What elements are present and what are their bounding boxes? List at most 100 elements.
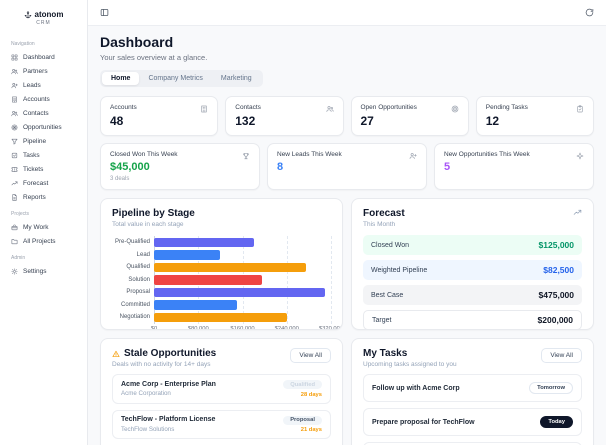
chart-bar-pre-qualified [154, 237, 254, 247]
building-icon [200, 105, 208, 113]
task-title: Prepare proposal for TechFlow [372, 418, 475, 426]
task-row-follow-up[interactable]: Follow up with Acme Corp Tomorrow [363, 374, 582, 402]
due-badge: Tomorrow [529, 382, 573, 394]
sidebar-item-label: Accounts [23, 95, 50, 103]
stat-card-new-leads-week: New Leads This Week 8 [267, 143, 427, 190]
tab-marketing[interactable]: Marketing [220, 75, 252, 82]
sidebar-item-partners[interactable]: Partners [0, 64, 87, 78]
stat-value: 8 [277, 161, 284, 173]
sidebar-section-admin: Admin [11, 255, 26, 261]
chart-axis-tick: $80,000 [187, 325, 209, 330]
my-tasks-panel: My Tasks Upcoming tasks assigned to you … [351, 338, 594, 445]
refresh-icon[interactable] [585, 8, 594, 17]
chart-plot [154, 236, 332, 324]
anchor-logo-icon [24, 11, 32, 19]
chart-subtitle: Total value in each stage [112, 221, 184, 228]
chart-axis-tick: $0 [150, 325, 158, 330]
sidebar-item-my-work[interactable]: My Work [0, 220, 87, 234]
task-row-prepare-proposal[interactable]: Prepare proposal for TechFlow Today [363, 408, 582, 436]
sidebar-item-tickets[interactable]: Tickets [0, 162, 87, 176]
stat-card-new-opportunities-week: New Opportunities This Week 5 [434, 143, 594, 190]
tasks-view-all-button[interactable]: View All [541, 348, 582, 363]
sidebar-toggle-icon[interactable] [100, 8, 109, 17]
bottom-panels: Stale Opportunities Deals with no activi… [100, 338, 594, 445]
sidebar-item-contacts[interactable]: Contacts [0, 106, 87, 120]
warning-icon [112, 350, 120, 358]
stale-row-techflow[interactable]: TechFlow - Platform License TechFlow Sol… [112, 409, 331, 439]
chart-title: Pipeline by Stage [112, 208, 195, 219]
forecast-value: $200,000 [537, 315, 573, 325]
sidebar-item-pipeline[interactable]: Pipeline [0, 134, 87, 148]
forecast-row-best-case: Best Case $475,000 [363, 285, 582, 305]
stat-card-closed-won-week: Closed Won This Week $45,000 3 deals [100, 143, 260, 190]
target-icon [451, 105, 459, 113]
chart-gridline [331, 236, 332, 324]
forecast-label: Target [372, 316, 392, 324]
sidebar-item-label: Dashboard [23, 53, 55, 61]
sidebar-item-opportunities[interactable]: Opportunities [0, 120, 87, 134]
stat-value: 132 [235, 114, 256, 128]
stat-value: $45,000 [110, 161, 150, 173]
chart-bar-qualified [154, 262, 307, 272]
sidebar-item-dashboard[interactable]: Dashboard [0, 50, 87, 64]
briefcase-icon [11, 224, 18, 231]
trending-up-icon [573, 208, 582, 217]
forecast-value: $82,500 [543, 265, 574, 275]
stat-value: 12 [485, 114, 500, 128]
stale-row-acme[interactable]: Acme Corp - Enterprise Plan Acme Corpora… [112, 374, 331, 404]
sparkle-icon [576, 152, 584, 160]
sidebar-item-accounts[interactable]: Accounts [0, 92, 87, 106]
tasks-list: Follow up with Acme Corp Tomorrow Prepar… [363, 374, 582, 445]
chart-bar-committed [154, 300, 237, 310]
gear-icon [11, 268, 18, 275]
clipboard-icon [576, 105, 584, 113]
accounts-icon [11, 96, 18, 103]
chart-axis-tick: $320,000 [318, 325, 343, 330]
stale-opportunities-panel: Stale Opportunities Deals with no activi… [100, 338, 343, 445]
pipeline-icon [11, 138, 18, 145]
chart-axis-tick: $240,000 [274, 325, 299, 330]
tab-home[interactable]: Home [102, 72, 140, 85]
forecast-label: Best Case [371, 291, 404, 299]
chart-category-label: Solution [128, 276, 150, 283]
users-icon [326, 105, 334, 113]
tab-company-metrics[interactable]: Company Metrics [148, 75, 203, 82]
stat-label: Pending Tasks [485, 104, 528, 111]
stale-subtitle: Deals with no activity for 14+ days [112, 361, 211, 368]
stale-view-all-button[interactable]: View All [290, 348, 331, 363]
sidebar-item-settings[interactable]: Settings [0, 264, 87, 278]
opportunities-icon [11, 124, 18, 131]
sidebar-item-label: Tasks [23, 151, 40, 159]
forecast-row-target: Target $200,000 [363, 310, 582, 329]
days-stale: 28 days [300, 391, 322, 398]
sidebar-item-leads[interactable]: Leads [0, 78, 87, 92]
contacts-icon [11, 110, 18, 117]
forecast-title: Forecast [363, 208, 405, 219]
sidebar-item-label: Settings [23, 267, 47, 275]
stale-list: Acme Corp - Enterprise Plan Acme Corpora… [112, 374, 331, 445]
sidebar-item-label: Opportunities [23, 123, 62, 131]
stat-label: Closed Won This Week [110, 151, 178, 158]
chart-category-label: Negotiation [119, 314, 150, 320]
pipeline-bar-chart: Pre-Qualified Lead Qualified Solution Propos… [112, 236, 342, 330]
chart-axis-tick: $160,000 [230, 325, 255, 330]
sidebar-item-forecast[interactable]: Forecast [0, 176, 87, 190]
chart-labels: Pre-Qualified Lead Qualified Solution Propos… [112, 236, 154, 329]
sidebar-item-tasks[interactable]: Tasks [0, 148, 87, 162]
stat-label: New Leads This Week [277, 151, 342, 158]
sidebar-item-all-projects[interactable]: All Projects [0, 234, 87, 248]
sidebar-item-label: Leads [23, 81, 41, 89]
forecast-row-weighted-pipeline: Weighted Pipeline $82,500 [363, 260, 582, 280]
sidebar-item-reports[interactable]: Reports [0, 190, 87, 204]
partners-icon [11, 68, 18, 75]
dashboard-icon [11, 54, 18, 61]
dashboard-tabs: Home Company Metrics Marketing [100, 70, 263, 87]
stat-card-pending-tasks: Pending Tasks 12 [475, 96, 594, 136]
opportunity-company: TechFlow Solutions [121, 425, 175, 433]
week-stat-cards: Closed Won This Week $45,000 3 deals New… [100, 143, 594, 190]
opportunity-company: Acme Corporation [121, 390, 171, 397]
stat-value: 5 [444, 161, 451, 173]
sidebar-item-label: Contacts [23, 109, 49, 117]
sidebar: atonom CRM Navigation Dashboard Partners… [0, 0, 88, 445]
